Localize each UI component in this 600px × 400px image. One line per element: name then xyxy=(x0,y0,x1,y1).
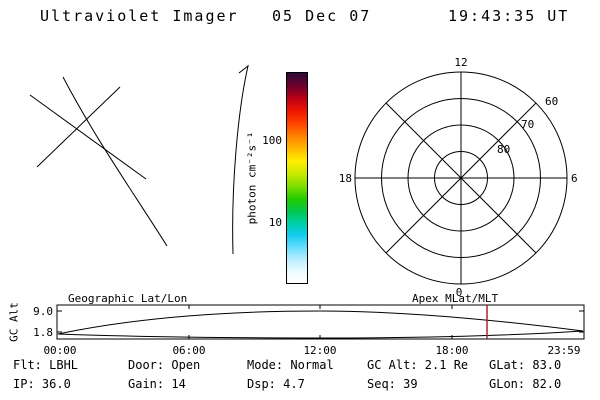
status-mode: Mode: Normal xyxy=(247,358,334,372)
polar-grid xyxy=(354,71,568,285)
strip-y-axis-label: GC Alt xyxy=(7,302,21,342)
time-label: 19:43:35 UT xyxy=(448,7,570,25)
strip-top-ticks xyxy=(188,305,453,309)
strip-right-ticks xyxy=(579,310,584,333)
orbit-altitude-curve xyxy=(57,310,584,339)
strip-title-left: Geographic Lat/Lon xyxy=(68,292,188,305)
colorbar xyxy=(286,72,308,284)
app-title: Ultraviolet Imager xyxy=(40,7,239,25)
polar-label-mlt-0: 0 xyxy=(455,286,463,299)
status-flt: Flt: LBHL xyxy=(13,358,79,372)
strip-xtick-0000: 00:00 xyxy=(43,344,77,357)
status-gc-alt: GC Alt: 2.1 Re xyxy=(367,358,469,372)
limb-arc xyxy=(62,76,168,247)
polar-label-mlt-6: 6 xyxy=(571,172,578,185)
polar-label-mlt-12: 12 xyxy=(454,56,468,69)
status-glat: GLat: 83.0 xyxy=(489,358,562,372)
strip-xtick-0600: 06:00 xyxy=(172,344,206,357)
colorbar-tick-label-10: 10 xyxy=(268,216,282,229)
strip-ytick-9: 9.0 xyxy=(33,305,53,318)
strip-frame xyxy=(56,304,585,340)
polar-label-mlt-18: 18 xyxy=(338,172,352,185)
strip-xtick-1800: 18:00 xyxy=(435,344,469,357)
polar-ring-60 xyxy=(381,98,541,258)
strip-title-right: Apex MLat/MLT xyxy=(412,292,499,305)
strip-ytick-1-8: 1.8 xyxy=(33,326,53,339)
status-ip: IP: 36.0 xyxy=(13,377,71,391)
date-label: 05 Dec 07 xyxy=(272,7,372,25)
polar-spoke-diag-2 xyxy=(385,102,537,254)
status-door: Door: Open xyxy=(128,358,201,372)
polar-label-mlat-60: 60 xyxy=(545,95,559,108)
strip-bottom-ticks xyxy=(188,335,453,339)
status-seq: Seq: 39 xyxy=(367,377,418,391)
polar-spoke-diag-1 xyxy=(385,102,537,254)
status-glon: GLon: 82.0 xyxy=(489,377,562,391)
strip-left-ticks xyxy=(57,310,62,333)
status-gain: Gain: 14 xyxy=(128,377,186,391)
polar-ring-50 xyxy=(354,71,568,285)
polar-ring-80 xyxy=(434,151,488,205)
polar-ring-70 xyxy=(407,124,515,232)
orbit-strip xyxy=(56,304,585,340)
strip-axis-ticks xyxy=(57,305,584,339)
strip-xtick-1200: 12:00 xyxy=(303,344,337,357)
fov-line-1 xyxy=(29,94,147,180)
colorbar-tick-label-100: 100 xyxy=(262,134,282,147)
strip-xtick-2359: 23:59 xyxy=(547,344,581,357)
image-panel xyxy=(29,64,249,255)
polar-label-mlat-70: 70 xyxy=(521,118,535,131)
status-dsp: Dsp: 4.7 xyxy=(247,377,305,391)
fov-line-2 xyxy=(36,86,121,168)
polar-label-mlat-80: 80 xyxy=(497,143,511,156)
